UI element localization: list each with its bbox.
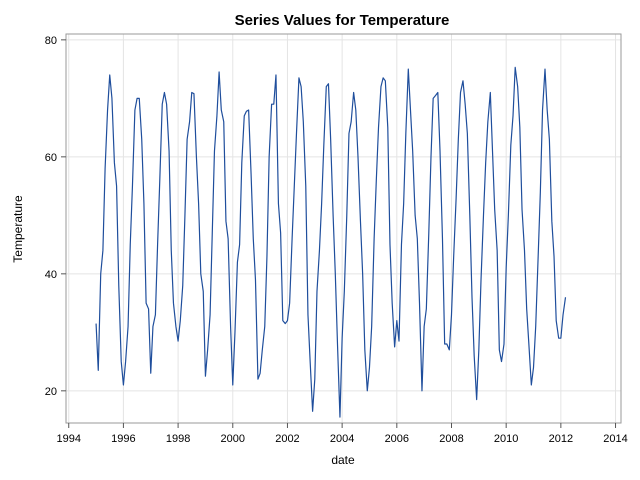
- x-tick-label: 2008: [439, 433, 463, 445]
- x-tick-label: 2010: [494, 433, 518, 445]
- x-tick-label: 2012: [549, 433, 573, 445]
- x-tick-label: 1994: [56, 433, 80, 445]
- chart-title: Series Values for Temperature: [235, 12, 450, 29]
- x-tick-label: 1998: [166, 433, 190, 445]
- y-tick-label: 80: [45, 35, 57, 47]
- y-tick-label: 40: [45, 269, 57, 281]
- y-tick-label: 20: [45, 386, 57, 398]
- x-tick-label: 2006: [385, 433, 409, 445]
- y-axis-ticks: 20 40 60 80: [45, 35, 66, 398]
- x-tick-label: 1996: [111, 433, 135, 445]
- y-axis-label: Temperature: [11, 195, 25, 263]
- x-tick-label: 2000: [221, 433, 245, 445]
- series-line-temperature: [95, 66, 567, 418]
- y-tick-label: 60: [45, 152, 57, 164]
- x-tick-label: 2014: [603, 433, 627, 445]
- grid-lines: [66, 34, 621, 423]
- plot-frame: [65, 33, 622, 424]
- x-tick-label: 2002: [275, 433, 299, 445]
- x-axis-ticks: 1994 1996 1998 2000 2002 2004 2006 2008 2010 2012…: [56, 423, 628, 445]
- x-axis-label: date: [331, 453, 355, 467]
- x-tick-label: 2004: [330, 433, 354, 445]
